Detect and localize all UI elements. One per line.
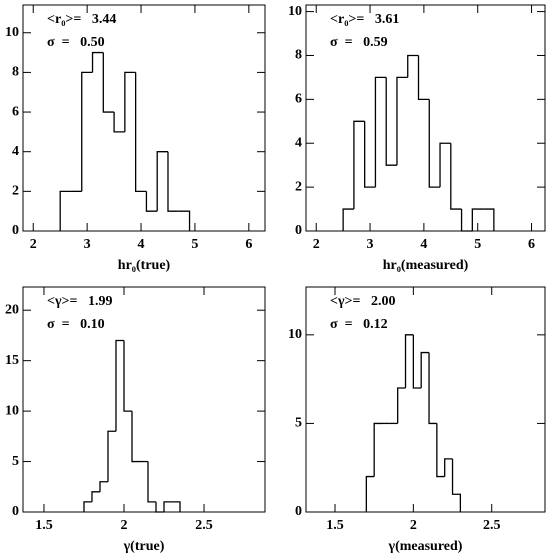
histogram-bin — [450, 143, 462, 210]
x-axis-label: γ(true) — [123, 539, 165, 553]
histogram-bin — [134, 72, 147, 193]
y-tick-label: 8 — [12, 65, 19, 80]
plot-frame — [22, 286, 266, 513]
y-tick-label: 10 — [288, 327, 302, 342]
histogram-bin — [156, 151, 168, 212]
histogram-bin — [420, 351, 430, 388]
annotation: σ = 0.10 — [47, 317, 105, 332]
x-tick-label: 6 — [528, 237, 535, 252]
x-tick-label: 5 — [191, 237, 198, 252]
y-tick-label: 6 — [12, 104, 19, 119]
histogram-bin — [59, 190, 71, 231]
x-axis-label: hr₀(true) — [118, 258, 171, 273]
x-tick-label: 3 — [84, 237, 91, 252]
y-tick-label: 4 — [295, 135, 302, 150]
y-tick-label: 0 — [295, 223, 302, 238]
y-tick-label: 6 — [295, 92, 302, 107]
histogram-bin — [428, 99, 441, 188]
annotation: σ = 0.50 — [47, 35, 105, 50]
histogram-bin — [404, 334, 414, 388]
annotation: <γ>= 1.99 — [47, 294, 112, 309]
histogram-bin — [385, 77, 397, 166]
histogram-bin — [124, 71, 136, 132]
y-tick-label: 4 — [12, 144, 19, 159]
histogram-bin — [107, 430, 116, 482]
y-tick-label: 10 — [5, 25, 19, 40]
histogram-bin — [91, 51, 104, 73]
histogram-bin — [412, 334, 422, 389]
annotation: <r₀>= 3.61 — [330, 12, 399, 27]
histogram-bin — [444, 458, 453, 477]
x-tick-label: 2.5 — [195, 518, 213, 533]
histogram-bin — [364, 121, 376, 188]
y-tick-label: 20 — [5, 302, 19, 317]
x-tick-label: 2 — [410, 518, 417, 533]
y-tick-label: 10 — [5, 403, 19, 418]
x-axis-label: γ(measured) — [388, 539, 463, 553]
histogram-bin — [428, 352, 437, 425]
y-tick-label: 15 — [5, 353, 19, 368]
histogram-bin — [167, 151, 179, 212]
histogram-bin — [83, 501, 92, 512]
histogram-bin — [353, 120, 365, 210]
annotation: σ = 0.12 — [330, 317, 388, 332]
histogram-bin — [342, 208, 354, 231]
histogram-bin — [439, 142, 451, 188]
histogram-bin — [436, 423, 445, 478]
x-tick-label: 1.5 — [35, 518, 53, 533]
x-tick-label: 3 — [367, 237, 374, 252]
histogram-bin — [374, 76, 387, 188]
x-tick-label: 1.5 — [326, 518, 344, 533]
y-tick-label: 2 — [12, 184, 19, 199]
y-tick-label: 2 — [295, 179, 302, 194]
x-tick-label: 4 — [138, 237, 145, 252]
histogram-bin — [115, 339, 124, 432]
y-tick-label: 8 — [295, 48, 302, 63]
plot-frame — [22, 4, 266, 232]
y-tick-label: 0 — [295, 504, 302, 519]
histogram-bin — [81, 71, 93, 192]
annotation: <r₀>= 3.44 — [47, 12, 116, 27]
histogram-bin — [471, 208, 484, 231]
histogram-bin — [396, 76, 408, 166]
histogram-bin — [483, 208, 495, 231]
histogram-bin — [397, 387, 406, 424]
plot-frame — [305, 286, 546, 513]
x-tick-label: 6 — [245, 237, 252, 252]
plot-frame — [305, 4, 546, 232]
histogram-bin — [131, 411, 140, 463]
x-tick-label: 2 — [120, 518, 127, 533]
histogram-bin — [113, 112, 125, 133]
x-tick-label: 5 — [474, 237, 481, 252]
histogram-bin — [123, 340, 132, 412]
histogram-bin — [417, 55, 430, 100]
histogram-bin — [91, 491, 100, 502]
y-tick-label: 5 — [295, 416, 302, 431]
histogram-bin — [373, 422, 383, 477]
histogram-bin — [365, 475, 375, 512]
y-tick-label: 5 — [12, 454, 19, 469]
y-tick-label: 0 — [12, 504, 19, 519]
x-tick-label: 2 — [30, 237, 37, 252]
histogram-bin — [407, 54, 419, 78]
histogram-bin — [99, 481, 108, 492]
histogram-bin — [145, 191, 158, 212]
x-tick-label: 4 — [420, 237, 427, 252]
histogram-bin — [163, 501, 173, 512]
histogram-bin — [172, 501, 181, 512]
y-tick-label: 10 — [288, 4, 302, 19]
annotation: σ = 0.59 — [330, 35, 388, 50]
histogram-bin — [102, 52, 115, 113]
histogram-bin — [155, 501, 165, 513]
histogram-bin — [147, 461, 157, 503]
histogram-bin — [178, 210, 191, 231]
x-tick-label: 2.5 — [483, 518, 501, 533]
histogram-bin — [460, 209, 473, 232]
y-tick-label: 0 — [12, 223, 19, 238]
annotation: <γ>= 2.00 — [330, 294, 395, 309]
histogram-bin — [451, 458, 462, 512]
x-axis-label: hr₀(measured) — [383, 258, 469, 273]
x-tick-label: 2 — [313, 237, 320, 252]
